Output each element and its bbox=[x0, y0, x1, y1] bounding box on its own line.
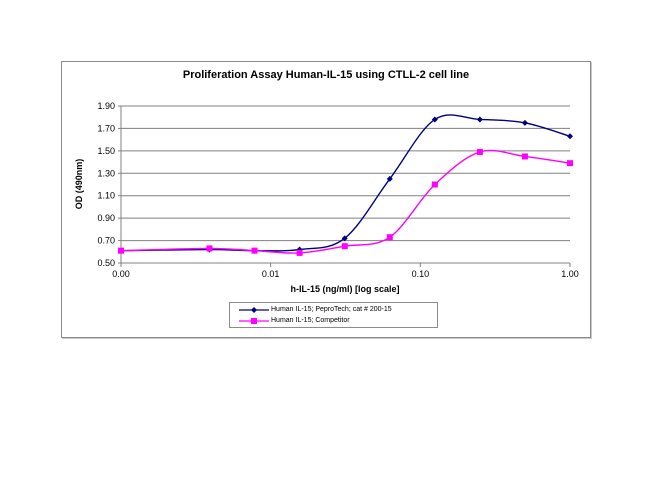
data-point bbox=[476, 148, 483, 155]
data-point bbox=[251, 247, 258, 254]
chart-frame bbox=[61, 61, 591, 338]
data-series bbox=[118, 114, 573, 256]
data-point bbox=[386, 234, 393, 241]
legend-label: Human IL-15; Competitor bbox=[271, 317, 350, 324]
data-point bbox=[206, 245, 213, 252]
diamond-marker-icon bbox=[239, 306, 269, 313]
svg-text:0.01: 0.01 bbox=[262, 269, 280, 279]
data-point bbox=[431, 181, 438, 188]
data-point bbox=[118, 247, 124, 254]
legend: Human IL-15; PeproTech; cat # 200-15 Hum… bbox=[229, 302, 438, 328]
legend-item-competitor: Human IL-15; Competitor bbox=[230, 315, 350, 326]
square-marker-icon bbox=[239, 317, 269, 324]
svg-text:0.10: 0.10 bbox=[412, 269, 430, 279]
svg-text:1.90: 1.90 bbox=[97, 101, 115, 111]
data-point bbox=[521, 153, 528, 160]
data-point bbox=[341, 235, 348, 242]
legend-label: Human IL-15; PeproTech; cat # 200-15 bbox=[271, 306, 392, 313]
data-point bbox=[341, 243, 348, 250]
svg-text:0.90: 0.90 bbox=[97, 213, 115, 223]
svg-text:1.00: 1.00 bbox=[561, 269, 579, 279]
y-tick-labels: 0.50 0.70 0.90 1.10 1.30 1.50 1.70 1.90 bbox=[97, 101, 115, 268]
legend-item-peprotech: Human IL-15; PeproTech; cat # 200-15 bbox=[230, 304, 392, 315]
chart-title: Proliferation Assay Human-IL-15 using CT… bbox=[182, 69, 470, 81]
svg-text:1.50: 1.50 bbox=[97, 146, 115, 156]
svg-text:1.10: 1.10 bbox=[97, 191, 115, 201]
data-point bbox=[567, 160, 573, 167]
svg-text:0.70: 0.70 bbox=[97, 236, 115, 246]
data-point bbox=[476, 116, 483, 123]
data-point bbox=[386, 175, 393, 182]
svg-text:0.50: 0.50 bbox=[97, 258, 115, 268]
y-axis-label: OD (490nm) bbox=[74, 159, 84, 210]
x-tick-labels: 0.00 0.01 0.10 1.00 bbox=[112, 269, 579, 279]
data-point bbox=[296, 249, 303, 256]
svg-text:0.00: 0.00 bbox=[112, 269, 130, 279]
axes bbox=[120, 106, 571, 267]
series-peprotech bbox=[118, 114, 573, 254]
x-axis-label: h-IL-15 (ng/ml) [log scale] bbox=[290, 284, 399, 294]
svg-text:1.30: 1.30 bbox=[97, 168, 115, 178]
data-point bbox=[431, 116, 438, 123]
data-point bbox=[521, 119, 528, 126]
series-competitor bbox=[118, 148, 573, 256]
svg-text:1.70: 1.70 bbox=[97, 123, 115, 133]
data-point bbox=[567, 133, 573, 140]
gridlines bbox=[118, 105, 570, 264]
